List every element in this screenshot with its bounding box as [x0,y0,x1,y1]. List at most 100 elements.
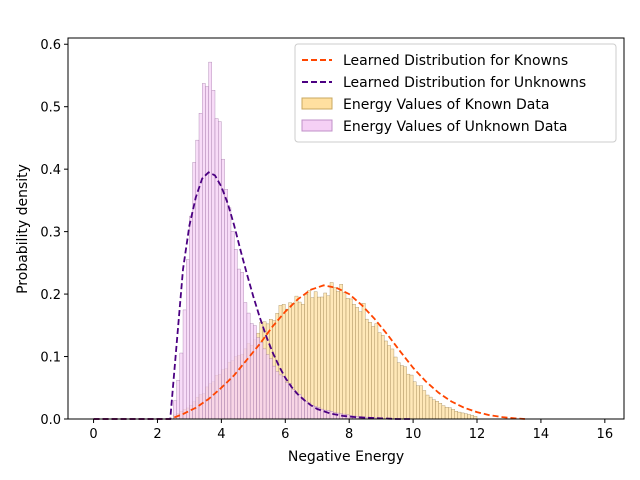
known-hist-bar [380,335,385,420]
known-hist-bar [368,322,372,420]
known-hist-bar [409,374,414,420]
unknown-hist-bar [202,83,206,420]
unknown-hist-bar [281,376,286,420]
known-hist-bar [435,401,439,420]
known-hist-bar [470,414,474,420]
unknown-hist-bar [205,86,209,420]
unknown-hist-bar [262,348,267,420]
unknown-hist-bar [291,389,296,420]
unknown-hist-bar [259,341,264,420]
known-hist-bar [444,407,449,420]
unknown-hist-bar [288,383,292,420]
unknown-hist-bar [278,374,283,420]
y-tick-label: 0.2 [40,288,61,303]
x-axis-ticks: 0 2 4 6 8 10 12 14 16 [89,419,613,442]
known-hist-bar [364,318,369,420]
x-tick-label: 16 [597,427,614,442]
known-hist-bar [390,348,395,420]
unknown-hist-bar [233,249,238,420]
unknown-hist-bar [329,411,334,420]
x-tick-label: 8 [345,427,353,442]
unknown-hist-bar [253,325,257,420]
distribution-lines [93,171,525,420]
x-tick-label: 4 [217,427,225,442]
unknown-hist-bar [208,61,212,420]
unknown-hist-bar [272,365,276,420]
unknown-hist-bar [265,354,270,420]
known-hist-bar [467,414,471,420]
legend-label-knowns-line: Learned Distribution for Knowns [343,53,568,69]
known-hist-bar [400,365,404,420]
unknown-hist-bar [230,231,235,420]
knowns-distribution-line [93,284,525,420]
unknown-hist-bar [198,113,203,420]
known-hist-bar [349,298,353,420]
known-hist-bar [403,366,407,420]
unknown-hist-bar [304,401,308,420]
unknown-hist-bar [275,371,280,420]
known-hist-bar [345,298,350,420]
unknown-hist-bar [192,162,196,420]
known-hist-bar [342,292,347,420]
known-hist-bar [358,311,363,420]
known-hist-bar [333,287,337,420]
known-hist-bar [428,396,433,420]
known-hist-bar [422,390,427,420]
unknown-hist-bar [320,408,324,420]
known-hist-bar [374,323,379,420]
known-hist-bar [352,304,356,420]
y-tick-label: 0.4 [40,163,61,178]
known-hist-bar [396,362,401,420]
unknown-hist-bar [294,393,299,420]
x-tick-label: 6 [281,427,289,442]
x-tick-label: 10 [405,427,422,442]
unknown-hist-bar [224,189,228,420]
known-hist-bar [320,296,324,420]
known-hist-bar [441,405,446,420]
legend-label-known-hist: Energy Values of Known Data [343,97,549,113]
unknowns-distribution-line [93,171,414,420]
known-hist-bar [412,381,417,420]
known-hist-bar [377,332,382,420]
x-tick-label: 14 [533,427,550,442]
y-axis-label: Probability density [15,164,31,294]
known-hist-bar [419,385,423,420]
known-hist-bar [307,290,312,420]
unknown-hist-bar [218,121,222,420]
legend-label-unknown-hist: Energy Values of Unknown Data [343,119,567,135]
y-tick-label: 0.3 [40,226,61,241]
y-tick-label: 0.5 [40,101,61,116]
known-hist-bar [425,394,430,420]
known-hist-bar [371,326,375,420]
known-hist-bar [451,409,455,420]
unknown-hist-bar [176,380,181,420]
known-hist-bar [317,296,321,420]
unknown-hist-bar [301,397,305,420]
known-hist-bar [432,399,436,420]
known-hist-bar [361,303,366,420]
unknown-hist-bar [182,309,187,420]
unknown-hist-bar [195,139,200,420]
x-tick-label: 12 [469,427,486,442]
unknown-hist-bar [310,404,315,420]
y-tick-label: 0.6 [40,38,61,53]
unknown-hist-bar [179,352,184,420]
known-hist-bar [393,356,398,420]
x-tick-label: 0 [89,427,97,442]
unknown-hist-bar [246,312,251,420]
unknown-hist-bar [211,90,216,420]
legend-swatch-unknown-hist [301,119,333,132]
known-hist-bar [464,413,468,420]
known-hist-bar [384,340,388,420]
x-axis-label: Negative Energy [288,449,404,465]
known-hist-bar [336,291,340,420]
unknown-hist-bar [240,272,244,420]
unknown-hist-bar [285,382,289,420]
y-tick-label: 0.1 [40,351,61,366]
unknown-hist-bar [189,215,193,420]
known-hist-bar [448,407,452,420]
known-hist-bar [313,291,318,420]
known-hist-bar [406,373,411,420]
known-hist-bar [438,402,443,420]
